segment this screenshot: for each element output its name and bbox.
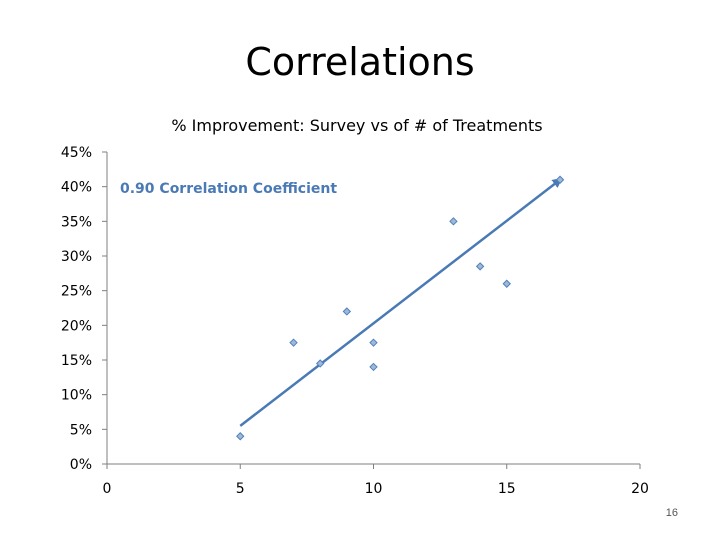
- data-point: [475, 262, 485, 271]
- y-tick-label: 25%: [61, 284, 92, 300]
- chart-title: % Improvement: Survey vs of # of Treatme…: [171, 116, 542, 135]
- trendline-arrow: [239, 177, 563, 427]
- y-tick-label: 45%: [61, 145, 92, 161]
- data-point: [289, 338, 298, 347]
- x-tick-label: 0: [103, 481, 112, 497]
- correlation-annotation: 0.90 Correlation Coefficient: [120, 181, 337, 197]
- chart-axes: 0% 5% 10% 15% 20% 25% 30% 35% 40% 45% 0 5 10 15 20: [61, 145, 649, 497]
- data-point: [502, 279, 511, 288]
- page-number: 16: [665, 507, 678, 519]
- y-tick-label: 0%: [70, 457, 92, 473]
- y-tick-label: 10%: [61, 388, 92, 404]
- y-tick-label: 40%: [61, 180, 92, 196]
- slide-title: Correlations: [245, 40, 475, 84]
- data-point: [449, 217, 458, 226]
- data-point: [555, 175, 565, 184]
- data-points: [236, 175, 565, 441]
- data-point: [342, 307, 352, 316]
- data-point: [369, 362, 378, 372]
- y-tick-label: 15%: [61, 353, 92, 369]
- y-tick-label: 35%: [61, 214, 92, 230]
- data-point: [236, 432, 245, 441]
- y-tick-label: 20%: [61, 318, 92, 334]
- y-tick-label: 30%: [61, 249, 92, 265]
- x-tick-label: 10: [365, 481, 383, 497]
- x-tick-label: 5: [236, 481, 245, 497]
- data-point: [369, 338, 378, 347]
- y-tick-label: 5%: [70, 422, 92, 438]
- x-tick-label: 20: [631, 481, 649, 497]
- trendline-group: [239, 177, 563, 427]
- x-tick-label: 15: [498, 481, 516, 497]
- data-point: [315, 359, 325, 368]
